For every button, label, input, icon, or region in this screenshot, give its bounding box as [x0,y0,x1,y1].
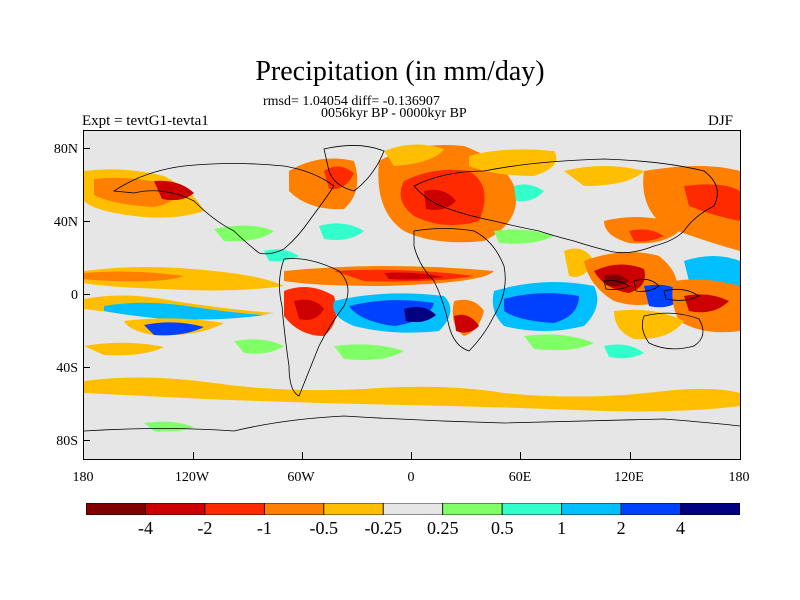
y-tick-mark [83,148,90,149]
colorbar-label: 4 [676,518,685,538]
x-tick-60w: 60W [287,470,315,485]
x-tick-60e: 60E [508,470,532,485]
y-tick-mark [83,221,90,222]
colorbar [86,503,740,515]
precipitation-map [83,130,741,460]
colorbar-label: 0.25 [426,518,459,538]
y-tick-mark [83,294,90,295]
stats-subtitle: rmsd= 1.04054 diff= -0.136907 [263,94,440,109]
map-canvas [84,131,740,459]
season-label: DJF [708,113,734,129]
x-tick-180w: 180 [72,470,94,485]
colorbar-swatch [561,503,622,515]
colorbar-swatch [382,503,444,515]
anomaly-fields [84,144,740,432]
x-tick-120e: 120E [614,470,644,485]
x-tick-180e: 180 [728,470,750,485]
y-tick-40s: 40S [56,361,78,376]
coastlines [84,145,740,432]
colorbar-swatch [323,503,384,515]
colorbar-label: 1 [557,518,567,538]
chart-title: Precipitation (in mm/day) [255,56,545,87]
y-tick-mark [83,367,90,368]
y-tick-80n: 80N [53,142,78,157]
x-tick-mark [193,452,194,459]
x-tick-mark [520,452,521,459]
x-tick-mark [630,452,631,459]
x-tick-120w: 120W [174,470,210,485]
y-tick-0: 0 [71,288,78,303]
colorbar-swatch [442,503,503,515]
colorbar-label: -4 [138,518,153,538]
x-tick-mark [411,452,412,459]
colorbar-label: -1 [256,518,272,538]
y-tick-40n: 40N [53,215,78,230]
colorbar-label: -0.25 [364,518,403,538]
colorbar-swatch [263,503,325,515]
colorbar-label: -0.5 [309,518,339,538]
colorbar-swatch [204,503,265,515]
period-subtitle: 0056kyr BP - 0000kyr BP [321,106,467,121]
colorbar-label: 2 [616,518,626,538]
colorbar-swatch [680,503,740,515]
experiment-label: Expt = tevtG1-tevta1 [82,113,209,129]
x-tick-mark [302,452,303,459]
colorbar-label: 0.5 [490,518,514,538]
x-tick-0: 0 [407,470,415,485]
colorbar-swatch [86,503,146,515]
colorbar-swatch [620,503,681,515]
y-tick-80s: 80S [56,434,78,449]
y-tick-mark [83,440,90,441]
colorbar-swatch [501,503,563,515]
colorbar-label: -2 [197,518,213,538]
colorbar-swatch [145,503,206,515]
